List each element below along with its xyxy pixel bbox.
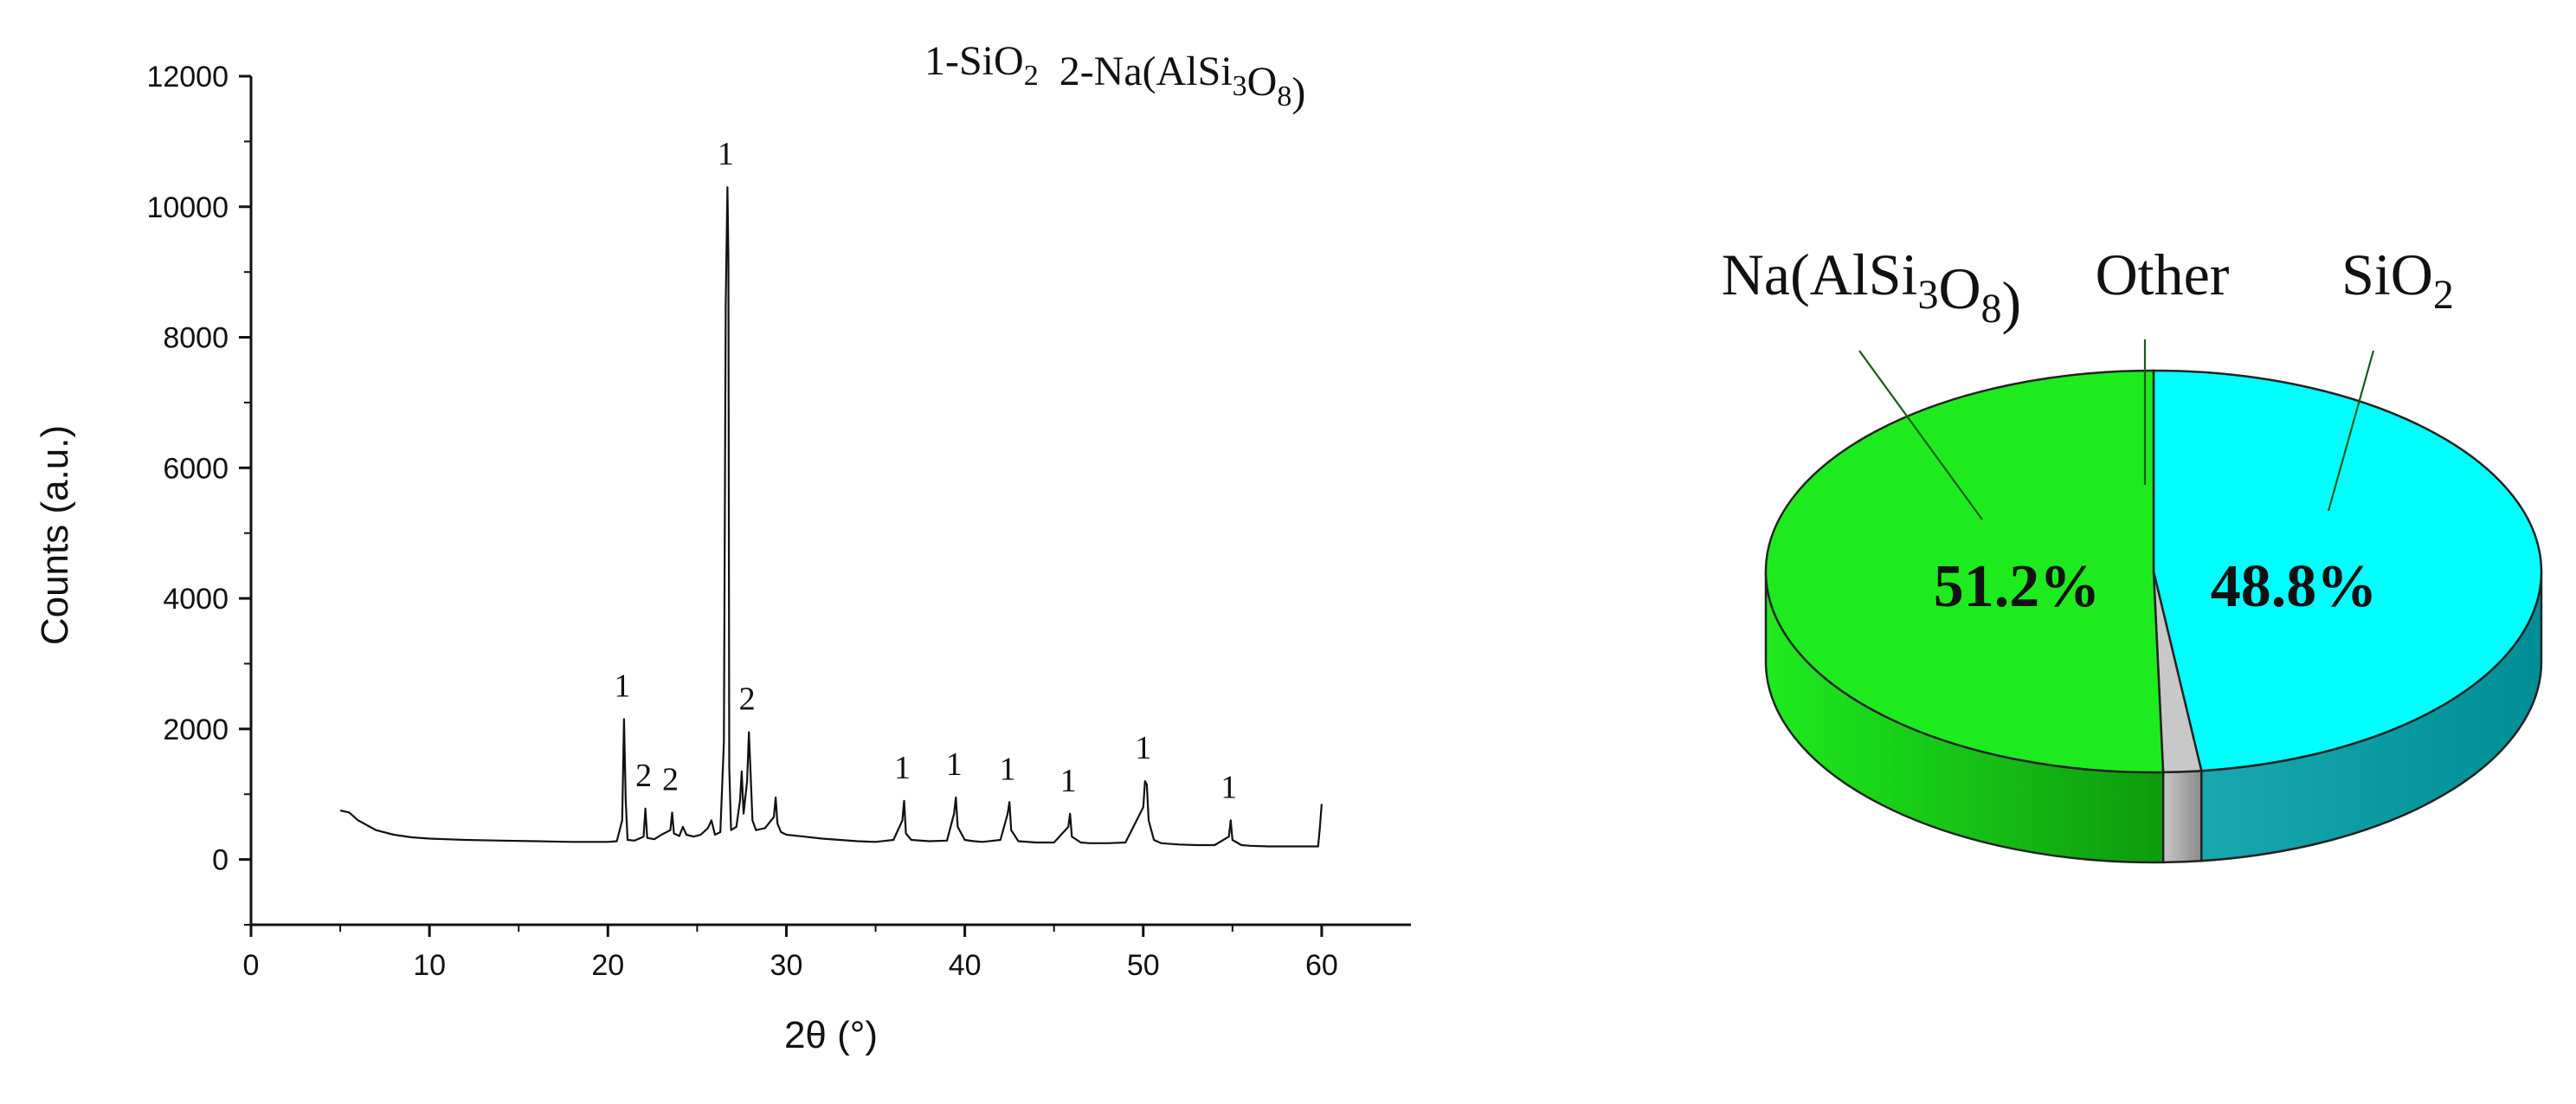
phase-legend: 1-SiO2 2-Na(AlSi3O8) (924, 38, 1305, 115)
y-tick-label: 8000 (163, 322, 229, 355)
peak-label: 1 (894, 750, 911, 786)
peak-label: 1 (1220, 769, 1237, 805)
peak-label: 2 (635, 758, 652, 794)
y-tick-label: 12000 (146, 61, 229, 94)
y-tick-label: 4000 (163, 583, 229, 616)
x-tick-label: 20 (591, 949, 624, 982)
pie-label-other: Other (2096, 242, 2230, 307)
pie-side-1 (2161, 769, 2203, 864)
pie-label-na-alsi3o8: Na(AlSi3O8) (1722, 242, 2021, 335)
peak-label: 1 (718, 136, 734, 172)
peak-label: 2 (739, 681, 756, 718)
x-axis-title: 2θ (°) (784, 1014, 878, 1056)
xrd-plot: 0 10 20 30 40 50 60 0 2000 4000 6000 8000 10000 1200… (34, 38, 1411, 1056)
peak-label: 1 (1060, 763, 1077, 799)
y-tick-label: 6000 (163, 452, 229, 485)
pie-pct-label: 48.8% (2211, 553, 2378, 620)
pie-pct-label: 51.2% (1934, 553, 2101, 620)
x-tick-label: 40 (949, 949, 982, 982)
x-tick-label: 60 (1305, 949, 1338, 982)
pie-leader-line (1858, 350, 1983, 520)
xrd-series-line (339, 186, 1323, 848)
x-tick-label: 0 (243, 949, 260, 982)
y-tick-label: 10000 (146, 191, 229, 224)
x-tick-label: 30 (770, 949, 803, 982)
x-tick-label: 10 (413, 949, 446, 982)
peak-label: 2 (662, 761, 679, 797)
pie-slice-0 (2152, 369, 2543, 772)
peak-label: 1 (614, 668, 630, 705)
y-tick-label: 0 (212, 844, 229, 877)
y-axis-title: Counts (a.u.) (34, 425, 76, 645)
peak-label: 1 (1135, 730, 1151, 766)
pie-slice-2 (1764, 369, 2165, 774)
pie-leader-line (2327, 350, 2375, 512)
peak-label: 1 (946, 746, 963, 783)
x-tick-label: 50 (1127, 949, 1160, 982)
pie-label-sio2: SiO2 (2341, 242, 2454, 318)
pie-chart: 48.8% 51.2% Na(AlSi3O8) Other SiO2 (1722, 242, 2543, 864)
peak-label: 1 (1000, 751, 1016, 787)
y-tick-label: 2000 (163, 713, 229, 746)
